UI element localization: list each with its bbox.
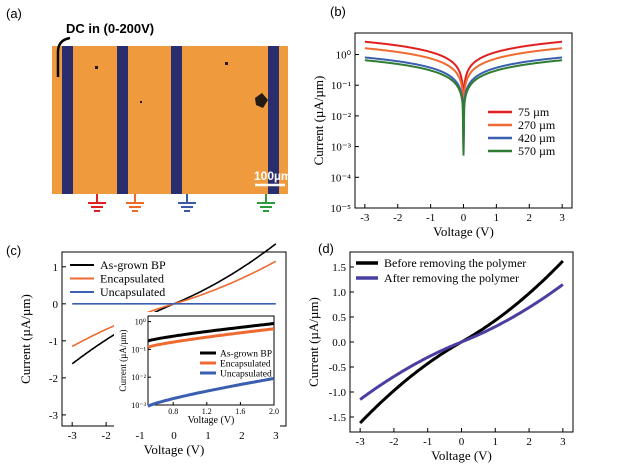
y-tick-label: 10⁰ <box>336 49 352 61</box>
legend-label: 570 µm <box>518 144 556 158</box>
series-line <box>359 283 564 401</box>
x-tick-label: 3 <box>559 212 565 224</box>
y-tick-label: 1.5 <box>332 262 346 274</box>
y-tick-label: 10⁻¹ <box>331 80 351 92</box>
dc-input-label: DC in (0-200V) <box>66 21 154 36</box>
x-tick-label: 1 <box>494 212 500 224</box>
x-tick-label: -1 <box>423 436 432 448</box>
x-tick-label: 3 <box>273 430 279 442</box>
inset-x-tick-label: 2.0 <box>269 407 279 416</box>
x-tick-label: 0 <box>171 430 177 442</box>
legend-label: After removing the polymer <box>384 271 519 285</box>
x-tick-label: -3 <box>360 212 370 224</box>
y-tick-label: -1 <box>49 336 58 348</box>
series-line <box>364 59 563 156</box>
y-tick-label: -3 <box>49 410 59 422</box>
y-tick-label: 0.5 <box>332 312 346 324</box>
inset-x-tick-label: 1.6 <box>235 407 245 416</box>
ground-symbols <box>88 194 275 212</box>
y-axis-title: Current (µA/µm) <box>306 297 321 387</box>
inset-series-line <box>147 322 275 343</box>
electrode-3 <box>171 46 182 194</box>
inset-y-tick-label: 10⁻¹ <box>131 345 146 354</box>
y-tick-label: -0.5 <box>329 362 347 374</box>
flake-defect <box>255 93 268 108</box>
y-tick-label: -1.0 <box>329 387 347 399</box>
y-axis-title: Current (µA/µm) <box>18 294 33 384</box>
x-axis-title: Voltage (V) <box>144 442 205 457</box>
legend-label: Encapsulated <box>100 272 164 286</box>
y-tick-label: 10⁻³ <box>331 142 352 154</box>
inset-y-tick-label: 10⁰ <box>135 318 146 327</box>
x-tick-label: -2 <box>393 212 402 224</box>
x-tick-label: 0 <box>459 436 465 448</box>
x-axis-title: Voltage (V) <box>433 224 494 239</box>
x-tick-label: -1 <box>135 430 144 442</box>
legend-label: 75 µm <box>518 105 550 119</box>
x-tick-label: 1 <box>205 430 211 442</box>
y-tick-label: -1.5 <box>329 412 347 424</box>
inset-legend-label: Uncapsulated <box>220 370 272 380</box>
x-axis-title: Voltage (V) <box>431 448 492 463</box>
x-tick-label: -2 <box>102 430 111 442</box>
inset-legend-label: As-grown BP <box>220 350 272 360</box>
x-tick-label: -3 <box>356 436 366 448</box>
x-tick-label: 2 <box>527 212 533 224</box>
scale-bar-label: 100µm <box>254 169 292 183</box>
flake-defect <box>95 66 98 69</box>
x-tick-label: 1 <box>493 436 499 448</box>
panel-label-b: (b) <box>330 4 346 19</box>
inset-y-tick-label: 10⁻³ <box>131 401 146 410</box>
x-tick-label: 3 <box>560 436 566 448</box>
x-tick-label: 0 <box>461 212 467 224</box>
inset-y-tick-label: 10⁻² <box>131 373 146 382</box>
inset-legend-label: Encapsulated <box>220 360 271 370</box>
panel-label-d: (d) <box>318 241 334 256</box>
electrode-2 <box>117 46 128 194</box>
legend-label: 270 µm <box>518 118 556 132</box>
dc-probe-wire <box>56 36 71 77</box>
x-tick-label: -1 <box>426 212 435 224</box>
electrode-1 <box>62 46 73 194</box>
x-tick-label: 2 <box>239 430 245 442</box>
flake-defect <box>225 62 228 65</box>
legend-label: 420 µm <box>518 131 556 145</box>
legend-label: Before removing the polymer <box>384 256 526 270</box>
x-tick-label: -2 <box>389 436 398 448</box>
panel-d: (d) -3 -2 -1 0 1 2 3 -1.5 -1.0 -0.5 0.0 0.5 1.0 1.5 Vo… <box>306 241 574 463</box>
inset-x-tick-label: 1.2 <box>202 407 212 416</box>
inset-x-tick-label: 0.8 <box>168 407 178 416</box>
y-tick-label: 0.0 <box>332 337 346 349</box>
electrode-4 <box>268 46 279 194</box>
y-tick-label: 10⁻⁴ <box>330 172 351 184</box>
panel-label-c: (c) <box>6 243 21 258</box>
y-tick-label: -2 <box>49 373 58 385</box>
y-axis-title: Current (µA/µm) <box>311 76 326 166</box>
y-tick-label: 1.0 <box>332 287 346 299</box>
inset-series-line <box>147 377 275 408</box>
y-tick-label: 10⁻² <box>331 111 352 123</box>
flake-defect <box>140 101 142 103</box>
y-tick-label: 1 <box>53 262 59 274</box>
legend-label: As-grown BP <box>100 258 166 272</box>
x-tick-label: 2 <box>526 436 532 448</box>
microscope-substrate <box>52 46 288 194</box>
inset-x-axis-title: Voltage (V) <box>188 415 235 426</box>
y-tick-label: 10⁻⁵ <box>330 203 351 215</box>
inset-frame <box>147 315 275 406</box>
inset-y-axis-title: Current (µA/µm) <box>118 329 128 391</box>
x-tick-label: -3 <box>68 430 78 442</box>
inset-series-line <box>147 327 275 349</box>
y-tick-label: 0 <box>53 299 59 311</box>
panel-a: (a) DC in (0-200V) 100µm <box>6 6 292 212</box>
legend-label: Uncapsulated <box>100 285 165 299</box>
panel-b: (b) -3 -2 -1 0 1 2 3 10⁻⁵ 10⁻⁴ 10⁻³ 10⁻² 10⁻¹ 10⁰ Vol… <box>311 4 573 239</box>
panel-label-a: (a) <box>6 6 22 21</box>
